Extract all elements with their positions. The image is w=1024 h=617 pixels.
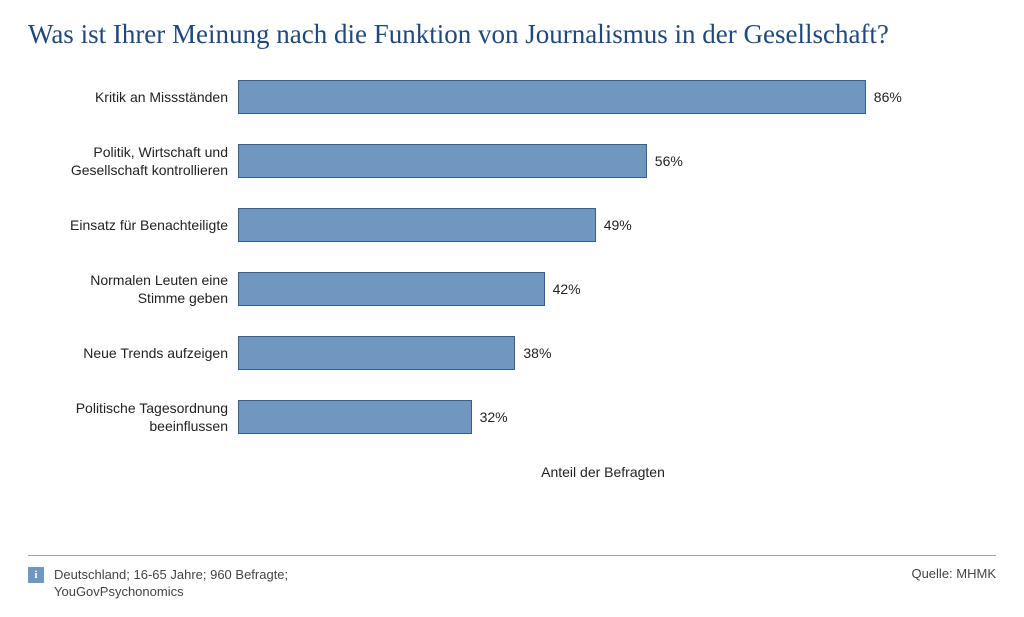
bar-row: Kritik an Missständen86% — [238, 80, 968, 114]
bar-value: 49% — [604, 217, 632, 233]
bar-row: Politik, Wirtschaft und Gesellschaft kon… — [238, 144, 968, 178]
bar-value: 42% — [553, 281, 581, 297]
category-label: Normalen Leuten eine Stimme geben — [28, 271, 228, 309]
chart-title: Was ist Ihrer Meinung nach die Funktion … — [28, 18, 996, 50]
footer-source: Quelle: MHMK — [911, 566, 996, 581]
x-axis-label: Anteil der Befragten — [238, 464, 968, 480]
bar-row: Normalen Leuten eine Stimme geben42% — [238, 272, 968, 306]
category-label: Politik, Wirtschaft und Gesellschaft kon… — [28, 143, 228, 181]
bar — [238, 272, 545, 306]
bar — [238, 336, 515, 370]
bar — [238, 208, 596, 242]
bar-value: 38% — [523, 345, 551, 361]
bar — [238, 80, 866, 114]
bar-row: Neue Trends aufzeigen38% — [238, 336, 968, 370]
category-label: Politische Tagesordnung beeinflussen — [28, 399, 228, 437]
bar-row: Politische Tagesordnung beeinflussen32% — [238, 400, 968, 434]
bar — [238, 144, 647, 178]
info-icon: i — [28, 567, 44, 583]
bar-chart: Kritik an Missständen86% Politik, Wirtsch… — [238, 80, 968, 434]
bar-value: 32% — [480, 409, 508, 425]
category-label: Einsatz für Benachteiligte — [28, 216, 228, 235]
bar-value: 86% — [874, 89, 902, 105]
bar — [238, 400, 472, 434]
category-label: Neue Trends aufzeigen — [28, 344, 228, 363]
category-label: Kritik an Missständen — [28, 88, 228, 107]
bar-row: Einsatz für Benachteiligte49% — [238, 208, 968, 242]
footer-meta: Deutschland; 16-65 Jahre; 960 Befragte; … — [54, 566, 288, 601]
footer: i Deutschland; 16-65 Jahre; 960 Befragte… — [28, 555, 996, 601]
bar-value: 56% — [655, 153, 683, 169]
